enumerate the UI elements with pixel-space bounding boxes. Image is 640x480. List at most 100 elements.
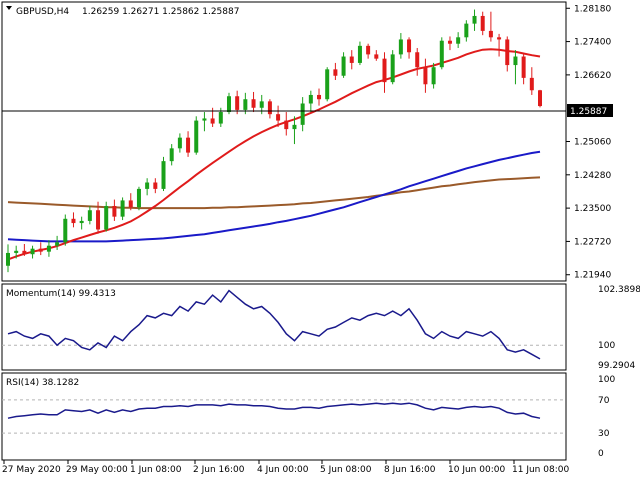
candle-body	[169, 148, 174, 162]
candle-body	[538, 90, 542, 107]
candle-body	[161, 161, 166, 189]
candle-body	[243, 99, 248, 110]
candle-body	[55, 242, 60, 246]
candle-body	[292, 124, 297, 130]
candle-body	[341, 56, 346, 76]
candle-body	[382, 58, 387, 83]
candle-body	[96, 210, 101, 230]
momentum-tick-label: 102.3898	[598, 285, 640, 295]
time-tick-label: 2 Jun 16:00	[193, 465, 245, 475]
candle-body	[407, 39, 412, 53]
candle-body	[235, 96, 240, 110]
price-tick-label: 1.25060	[574, 138, 611, 148]
candle-body	[30, 248, 35, 255]
ma-slow-line	[7, 176, 541, 210]
time-tick-label: 4 Jun 00:00	[257, 465, 309, 475]
candle-body	[153, 182, 158, 189]
candle-body	[398, 39, 403, 55]
candle-body	[226, 96, 231, 113]
candle-body	[317, 94, 322, 100]
candle-body	[210, 118, 215, 124]
candle-body	[177, 137, 182, 149]
time-tick-label: 27 May 2020	[2, 465, 61, 475]
price-tick-label: 1.27400	[574, 38, 611, 48]
candle-body	[456, 37, 461, 44]
price-tick-label: 1.24280	[574, 171, 611, 181]
candle-body	[6, 252, 10, 266]
candle-body	[104, 205, 109, 230]
candle-body	[22, 250, 27, 255]
candle-body	[431, 67, 436, 85]
candle-body	[521, 56, 526, 78]
symbol-label: GBPUSD,H4	[16, 7, 69, 17]
candle-body	[218, 112, 223, 124]
candle-body	[276, 114, 281, 121]
momentum-tick-label: 99.2904	[598, 361, 635, 371]
candle-body	[497, 37, 502, 40]
candle-body	[415, 52, 420, 68]
price-tick-label: 1.21940	[574, 271, 611, 281]
candle-body	[357, 45, 362, 63]
candle-body	[145, 182, 150, 189]
candle-body	[46, 245, 51, 252]
candle-body	[267, 101, 272, 115]
candle-body	[513, 56, 518, 66]
candle-body	[38, 248, 43, 252]
current-price-tag	[567, 104, 613, 117]
candle-body	[284, 120, 289, 130]
rsi-title: RSI(14) 38.1282	[6, 378, 79, 388]
rsi-tick-label: 30	[598, 429, 610, 439]
rsi-tick-label: 100	[598, 375, 615, 385]
candle-body	[374, 54, 379, 59]
candle-body	[529, 77, 534, 91]
time-tick-label: 1 Jun 08:00	[130, 465, 182, 475]
candle-body	[447, 40, 452, 44]
candle-body	[439, 40, 444, 68]
rsi-tick-label: 0	[598, 449, 604, 459]
candle-body	[79, 220, 84, 224]
candle-body	[300, 103, 305, 125]
momentum-title: Momentum(14) 99.4313	[6, 289, 116, 299]
price-axis: 1.28180 1.27400 1.26620 1.25060 1.24280 1.235…	[566, 4, 640, 459]
candle-body	[423, 67, 428, 85]
momentum-panel[interactable]	[1, 283, 567, 371]
momentum-tick-label: 100	[598, 341, 615, 351]
momentum-series	[7, 289, 541, 360]
candle-body	[251, 99, 256, 108]
candle-body	[136, 188, 141, 208]
time-tick-label: 8 Jun 16:00	[384, 465, 436, 475]
rsi-panel[interactable]	[1, 372, 567, 461]
candle-body	[87, 210, 92, 221]
candle-body	[112, 205, 117, 217]
candle-body	[349, 56, 354, 63]
candle-body	[202, 118, 207, 121]
candle-body	[464, 23, 469, 38]
candle-body	[333, 69, 338, 76]
momentum-line	[7, 289, 541, 360]
candlestick-series	[6, 9, 542, 273]
candle-body	[480, 15, 485, 31]
rsi-series	[7, 402, 541, 419]
candle-body	[14, 250, 19, 253]
candle-body	[63, 218, 68, 243]
candle-body	[120, 200, 125, 217]
time-tick-label: 5 Jun 08:00	[320, 465, 372, 475]
current-price-label: 1.25887	[570, 107, 607, 117]
candle-body	[488, 30, 493, 38]
candle-body	[71, 218, 76, 224]
time-axis: 27 May 2020 29 May 00:00 1 Jun 08:00 2 Jun …	[2, 460, 569, 475]
candle-body	[472, 15, 477, 24]
time-tick-label: 29 May 00:00	[66, 465, 128, 475]
candle-body	[128, 200, 133, 208]
grid-lines	[2, 344, 566, 434]
candle-body	[366, 45, 371, 55]
ohlc-values: 1.26259 1.26271 1.25862 1.25887	[82, 7, 239, 17]
caret-down-icon[interactable]	[6, 6, 12, 10]
price-tick-label: 1.23500	[574, 204, 611, 214]
price-tick-label: 1.22720	[574, 237, 611, 247]
rsi-tick-label: 70	[598, 396, 610, 406]
time-tick-label: 11 Jun 08:00	[512, 465, 569, 475]
ma-fast-line	[7, 48, 541, 261]
candle-body	[390, 54, 395, 83]
